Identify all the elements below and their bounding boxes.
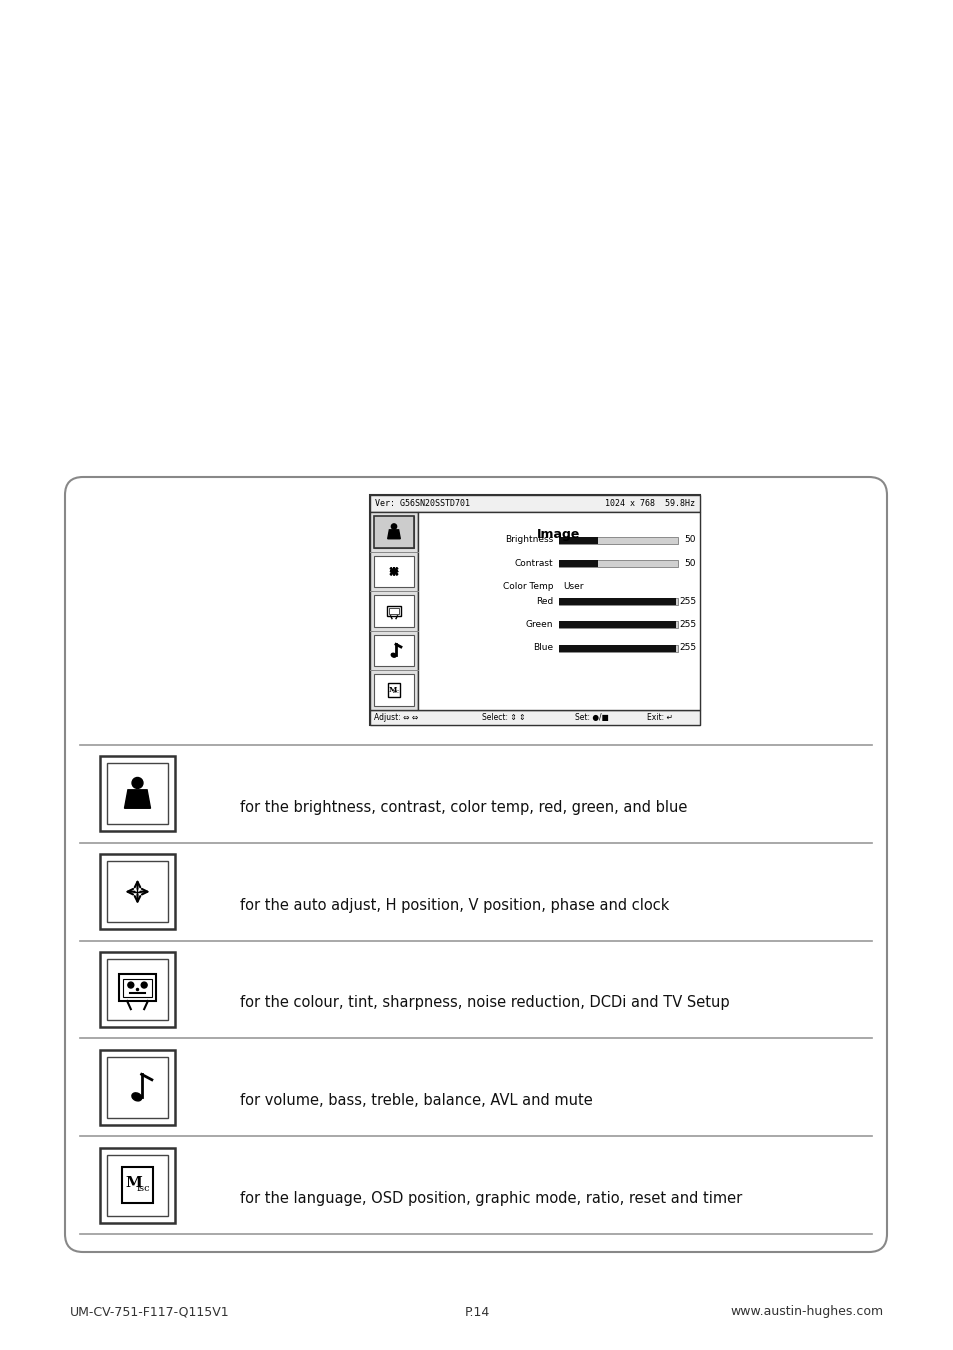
Text: 50: 50 bbox=[684, 536, 696, 544]
Circle shape bbox=[141, 981, 147, 988]
Text: P.14: P.14 bbox=[464, 1305, 489, 1319]
Bar bbox=[374, 556, 414, 587]
Circle shape bbox=[391, 524, 396, 529]
Polygon shape bbox=[387, 529, 400, 539]
Bar bbox=[558, 621, 675, 629]
Bar bbox=[107, 861, 168, 922]
Text: Select: ⇕ ⇕: Select: ⇕ ⇕ bbox=[481, 713, 525, 722]
Bar bbox=[558, 598, 678, 605]
Bar bbox=[388, 608, 399, 614]
Text: for the brightness, contrast, color temp, red, green, and blue: for the brightness, contrast, color temp… bbox=[240, 801, 687, 815]
Bar bbox=[123, 979, 152, 996]
Bar bbox=[100, 1148, 174, 1223]
Bar bbox=[370, 512, 417, 710]
Bar bbox=[374, 595, 414, 626]
Text: Image: Image bbox=[537, 528, 580, 541]
Text: 1024 x 768  59.8Hz: 1024 x 768 59.8Hz bbox=[604, 500, 695, 508]
Text: 255: 255 bbox=[679, 597, 696, 606]
Bar bbox=[100, 1050, 174, 1125]
Text: Exit: ↵: Exit: ↵ bbox=[646, 713, 673, 722]
Text: Green: Green bbox=[525, 620, 553, 629]
Text: for the colour, tint, sharpness, noise reduction, DCDi and TV Setup: for the colour, tint, sharpness, noise r… bbox=[240, 995, 729, 1011]
Text: Blue: Blue bbox=[533, 644, 553, 652]
Bar bbox=[558, 645, 675, 652]
Text: for the auto adjust, H position, V position, phase and clock: for the auto adjust, H position, V posit… bbox=[240, 898, 669, 913]
Bar bbox=[100, 756, 174, 832]
Text: 255: 255 bbox=[679, 620, 696, 629]
Bar bbox=[370, 495, 700, 725]
Bar bbox=[374, 516, 414, 548]
Text: for volume, bass, treble, balance, AVL and mute: for volume, bass, treble, balance, AVL a… bbox=[240, 1094, 592, 1108]
Bar bbox=[100, 855, 174, 929]
Text: Set: ●/■: Set: ●/■ bbox=[574, 713, 608, 722]
Bar bbox=[558, 537, 598, 544]
Bar bbox=[558, 645, 678, 652]
Bar bbox=[558, 598, 675, 605]
Ellipse shape bbox=[391, 653, 395, 657]
Polygon shape bbox=[125, 790, 151, 809]
Text: for the language, OSD position, graphic mode, ratio, reset and timer: for the language, OSD position, graphic … bbox=[240, 1191, 741, 1206]
Circle shape bbox=[132, 778, 143, 788]
Bar bbox=[370, 495, 700, 512]
Text: 50: 50 bbox=[684, 559, 696, 568]
FancyBboxPatch shape bbox=[65, 477, 886, 1251]
Bar bbox=[558, 537, 678, 544]
Text: M: M bbox=[125, 1176, 142, 1191]
Bar bbox=[121, 1166, 153, 1203]
Text: isc: isc bbox=[137, 1184, 151, 1192]
Text: www.austin-hughes.com: www.austin-hughes.com bbox=[730, 1305, 883, 1319]
Bar bbox=[374, 675, 414, 706]
Text: Ver: G56SN20SSTD701: Ver: G56SN20SSTD701 bbox=[375, 500, 470, 508]
Bar bbox=[558, 621, 678, 629]
Text: M: M bbox=[388, 686, 396, 694]
Circle shape bbox=[128, 981, 133, 988]
Bar bbox=[558, 560, 598, 567]
Text: Red: Red bbox=[536, 597, 553, 606]
Bar bbox=[370, 710, 700, 725]
Text: Color Temp: Color Temp bbox=[502, 582, 553, 591]
Bar bbox=[388, 683, 399, 697]
Text: 255: 255 bbox=[679, 644, 696, 652]
Bar bbox=[119, 975, 156, 1000]
Text: User: User bbox=[562, 582, 583, 591]
Bar bbox=[107, 1154, 168, 1215]
Text: isc: isc bbox=[393, 688, 399, 694]
Bar bbox=[417, 512, 700, 710]
Text: Adjust: ⇔ ⇔: Adjust: ⇔ ⇔ bbox=[374, 713, 417, 722]
Ellipse shape bbox=[132, 1094, 142, 1100]
Text: UM-CV-751-F117-Q115V1: UM-CV-751-F117-Q115V1 bbox=[70, 1305, 230, 1319]
Text: Brightness: Brightness bbox=[504, 536, 553, 544]
Bar bbox=[107, 1057, 168, 1118]
Bar bbox=[558, 560, 678, 567]
Bar bbox=[107, 763, 168, 825]
Bar bbox=[387, 606, 400, 616]
Text: Contrast: Contrast bbox=[515, 559, 553, 568]
Bar bbox=[107, 958, 168, 1021]
Bar bbox=[374, 516, 414, 548]
Bar bbox=[100, 952, 174, 1027]
Bar bbox=[374, 634, 414, 667]
